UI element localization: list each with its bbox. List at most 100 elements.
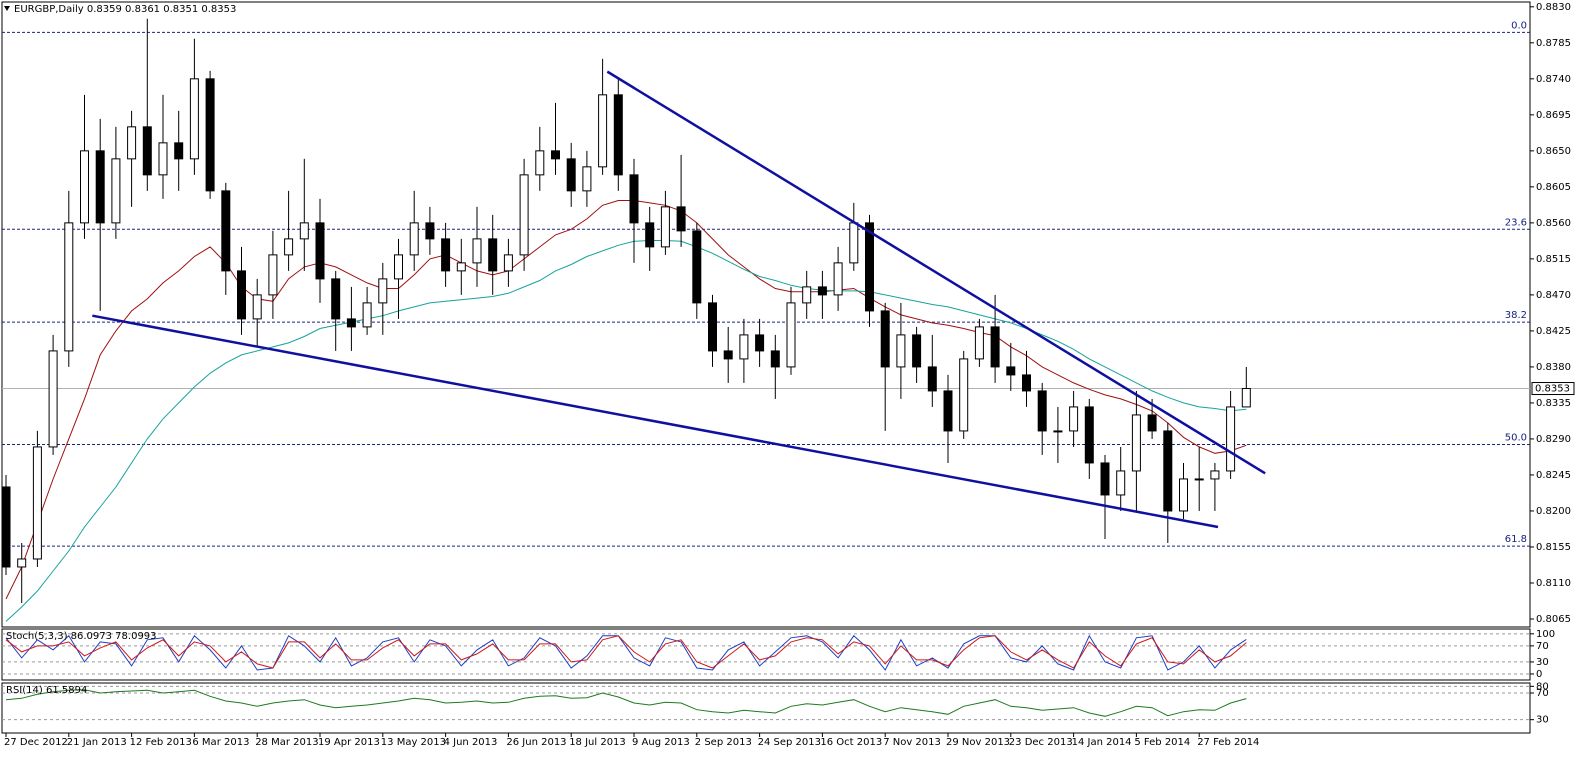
indicator-line bbox=[5, 689, 1247, 717]
candle-body bbox=[346, 318, 356, 328]
trendline bbox=[606, 70, 1266, 475]
panel-title: Stoch(5,3,3) 86.0973 78.0993 bbox=[6, 631, 157, 642]
fib-label: 0.0 bbox=[1511, 20, 1527, 31]
candle-body bbox=[1, 486, 11, 568]
candle-body bbox=[299, 222, 309, 240]
y-tick-label: 0.8605 bbox=[1536, 182, 1571, 193]
y-tick-label: 100 bbox=[1536, 629, 1555, 640]
x-tick-label: 9 Aug 2013 bbox=[632, 737, 690, 748]
candle-body bbox=[927, 366, 937, 392]
candle-body bbox=[64, 222, 74, 352]
candle-body bbox=[1131, 414, 1141, 472]
x-tick-label: 19 Apr 2013 bbox=[318, 737, 380, 748]
x-tick-label: 27 Dec 2012 bbox=[4, 737, 68, 748]
candle-body bbox=[503, 254, 513, 272]
x-tick-label: 18 Jul 2013 bbox=[569, 737, 626, 748]
trendline bbox=[92, 314, 1219, 529]
candle-body bbox=[17, 558, 27, 568]
x-tick-label: 7 Nov 2013 bbox=[883, 737, 941, 748]
candle-body bbox=[1116, 470, 1126, 496]
candle-body bbox=[1179, 478, 1188, 512]
candle-body bbox=[472, 238, 482, 264]
candle-body bbox=[488, 238, 498, 272]
candle-body bbox=[409, 222, 419, 256]
y-tick-label: 0.8650 bbox=[1536, 146, 1571, 157]
candle-body bbox=[943, 390, 953, 432]
candle-body bbox=[613, 94, 623, 176]
candle-body bbox=[739, 334, 749, 360]
candle-body bbox=[692, 230, 702, 304]
y-tick-label: 0.8560 bbox=[1536, 218, 1571, 229]
indicator-line bbox=[5, 634, 1247, 671]
candle-body bbox=[1084, 406, 1094, 464]
candle-body bbox=[833, 262, 843, 296]
y-tick-label: 0.8785 bbox=[1536, 38, 1571, 49]
candle-body bbox=[1147, 414, 1157, 432]
candle-body bbox=[268, 254, 278, 296]
candle-body bbox=[865, 222, 874, 312]
candle-body bbox=[32, 446, 42, 560]
candle-body bbox=[535, 150, 545, 176]
candle-body bbox=[1163, 430, 1173, 512]
candle-body bbox=[127, 126, 137, 160]
x-tick-label: 14 Jan 2014 bbox=[1072, 737, 1132, 748]
candle-body bbox=[849, 222, 859, 264]
candle-body bbox=[1194, 478, 1204, 481]
candle-body bbox=[378, 278, 388, 304]
candle-body bbox=[1022, 374, 1031, 392]
x-tick-label: 28 Mar 2013 bbox=[255, 737, 318, 748]
x-tick-label: 6 Mar 2013 bbox=[192, 737, 249, 748]
x-tick-label: 26 Jun 2013 bbox=[506, 737, 566, 748]
y-tick-label: 30 bbox=[1536, 715, 1549, 726]
candle-body bbox=[880, 310, 890, 368]
candle-body bbox=[1210, 470, 1220, 480]
menu-arrow[interactable] bbox=[4, 6, 10, 11]
candle-body bbox=[1006, 366, 1016, 376]
candle-body bbox=[205, 78, 215, 192]
candle-body bbox=[158, 142, 168, 176]
candle-body bbox=[1053, 430, 1063, 433]
x-tick-label: 24 Sep 2013 bbox=[758, 737, 821, 748]
y-tick-label: 0.8065 bbox=[1536, 614, 1571, 625]
candle-body bbox=[1226, 406, 1236, 472]
y-tick-label: 0.8335 bbox=[1536, 398, 1571, 409]
y-tick-label: 70 bbox=[1536, 688, 1549, 699]
candle-body bbox=[111, 158, 121, 224]
candle-body bbox=[456, 262, 466, 272]
y-tick-label: 0.8200 bbox=[1536, 506, 1571, 517]
candle-body bbox=[974, 326, 984, 360]
x-tick-label: 27 Feb 2014 bbox=[1197, 737, 1259, 748]
y-tick-label: 80 bbox=[1536, 681, 1549, 692]
moving-average bbox=[5, 200, 1247, 600]
x-tick-label: 2 Sep 2013 bbox=[695, 737, 752, 748]
panel-border bbox=[1, 682, 1531, 734]
candle-body bbox=[676, 206, 686, 232]
candle-body bbox=[912, 334, 922, 368]
indicator-line bbox=[5, 635, 1247, 669]
candle-body bbox=[1069, 406, 1079, 432]
x-tick-label: 12 Feb 2013 bbox=[130, 737, 192, 748]
candle-body bbox=[629, 174, 639, 224]
candle-body bbox=[362, 302, 372, 328]
candle-body bbox=[237, 270, 246, 320]
y-tick-label: 0.8470 bbox=[1536, 290, 1571, 301]
last-price-label: 0.8353 bbox=[1535, 384, 1570, 395]
candle-body bbox=[755, 334, 765, 352]
fib-label: 50.0 bbox=[1505, 433, 1527, 444]
candle-body bbox=[1241, 388, 1251, 408]
candle-body bbox=[48, 350, 58, 448]
candle-body bbox=[142, 126, 152, 176]
candle-body bbox=[708, 302, 717, 352]
candle-body bbox=[566, 158, 576, 192]
candle-body bbox=[959, 358, 969, 432]
fib-label: 23.6 bbox=[1505, 217, 1527, 228]
x-tick-label: 4 Jun 2013 bbox=[444, 737, 498, 748]
candle-body bbox=[174, 142, 184, 160]
panel-border bbox=[1, 628, 1531, 681]
y-tick-label: 0.8290 bbox=[1536, 434, 1571, 445]
moving-average bbox=[5, 240, 1247, 622]
candle-body bbox=[786, 302, 796, 368]
x-tick-label: 23 Dec 2013 bbox=[1009, 737, 1073, 748]
y-tick-label: 0.8740 bbox=[1536, 74, 1571, 85]
